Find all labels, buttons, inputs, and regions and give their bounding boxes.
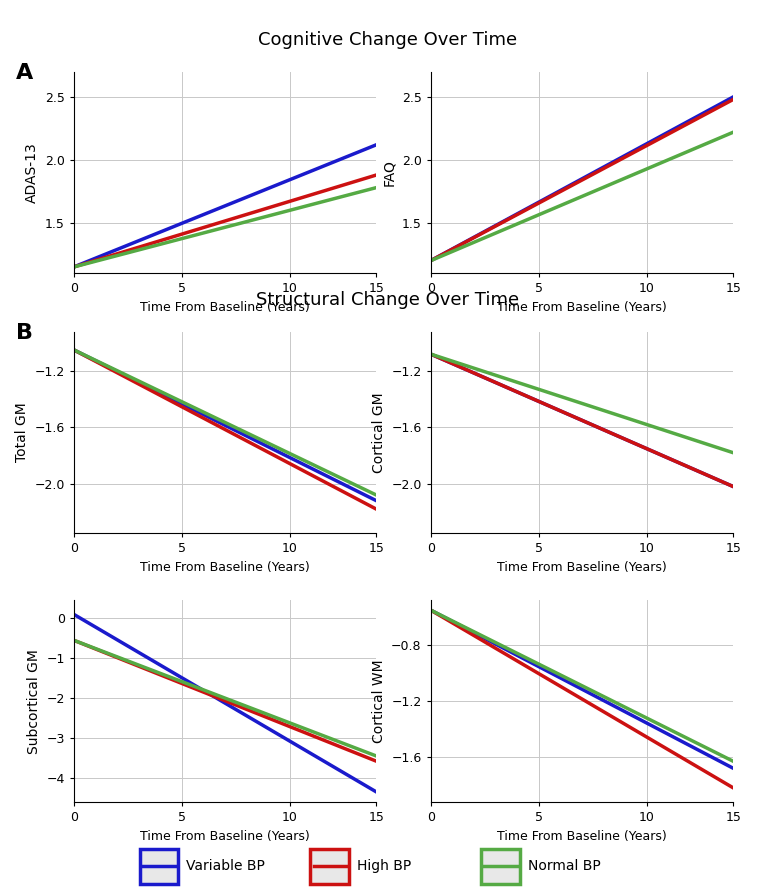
- X-axis label: Time From Baseline (Years): Time From Baseline (Years): [140, 561, 310, 573]
- Text: B: B: [16, 323, 33, 342]
- Y-axis label: Total GM: Total GM: [15, 402, 29, 462]
- X-axis label: Time From Baseline (Years): Time From Baseline (Years): [497, 301, 667, 314]
- Y-axis label: Cortical GM: Cortical GM: [372, 392, 386, 472]
- Text: High BP: High BP: [357, 859, 411, 874]
- Text: Structural Change Over Time: Structural Change Over Time: [256, 291, 520, 309]
- Y-axis label: Cortical WM: Cortical WM: [372, 659, 386, 743]
- X-axis label: Time From Baseline (Years): Time From Baseline (Years): [140, 830, 310, 842]
- X-axis label: Time From Baseline (Years): Time From Baseline (Years): [497, 830, 667, 842]
- Y-axis label: FAQ: FAQ: [383, 159, 397, 185]
- Y-axis label: ADAS-13: ADAS-13: [26, 142, 40, 202]
- Text: A: A: [16, 63, 33, 82]
- Text: Variable BP: Variable BP: [186, 859, 265, 874]
- Text: Cognitive Change Over Time: Cognitive Change Over Time: [258, 31, 518, 49]
- Y-axis label: Subcortical GM: Subcortical GM: [26, 649, 41, 754]
- X-axis label: Time From Baseline (Years): Time From Baseline (Years): [497, 561, 667, 573]
- X-axis label: Time From Baseline (Years): Time From Baseline (Years): [140, 301, 310, 314]
- Text: Normal BP: Normal BP: [528, 859, 601, 874]
